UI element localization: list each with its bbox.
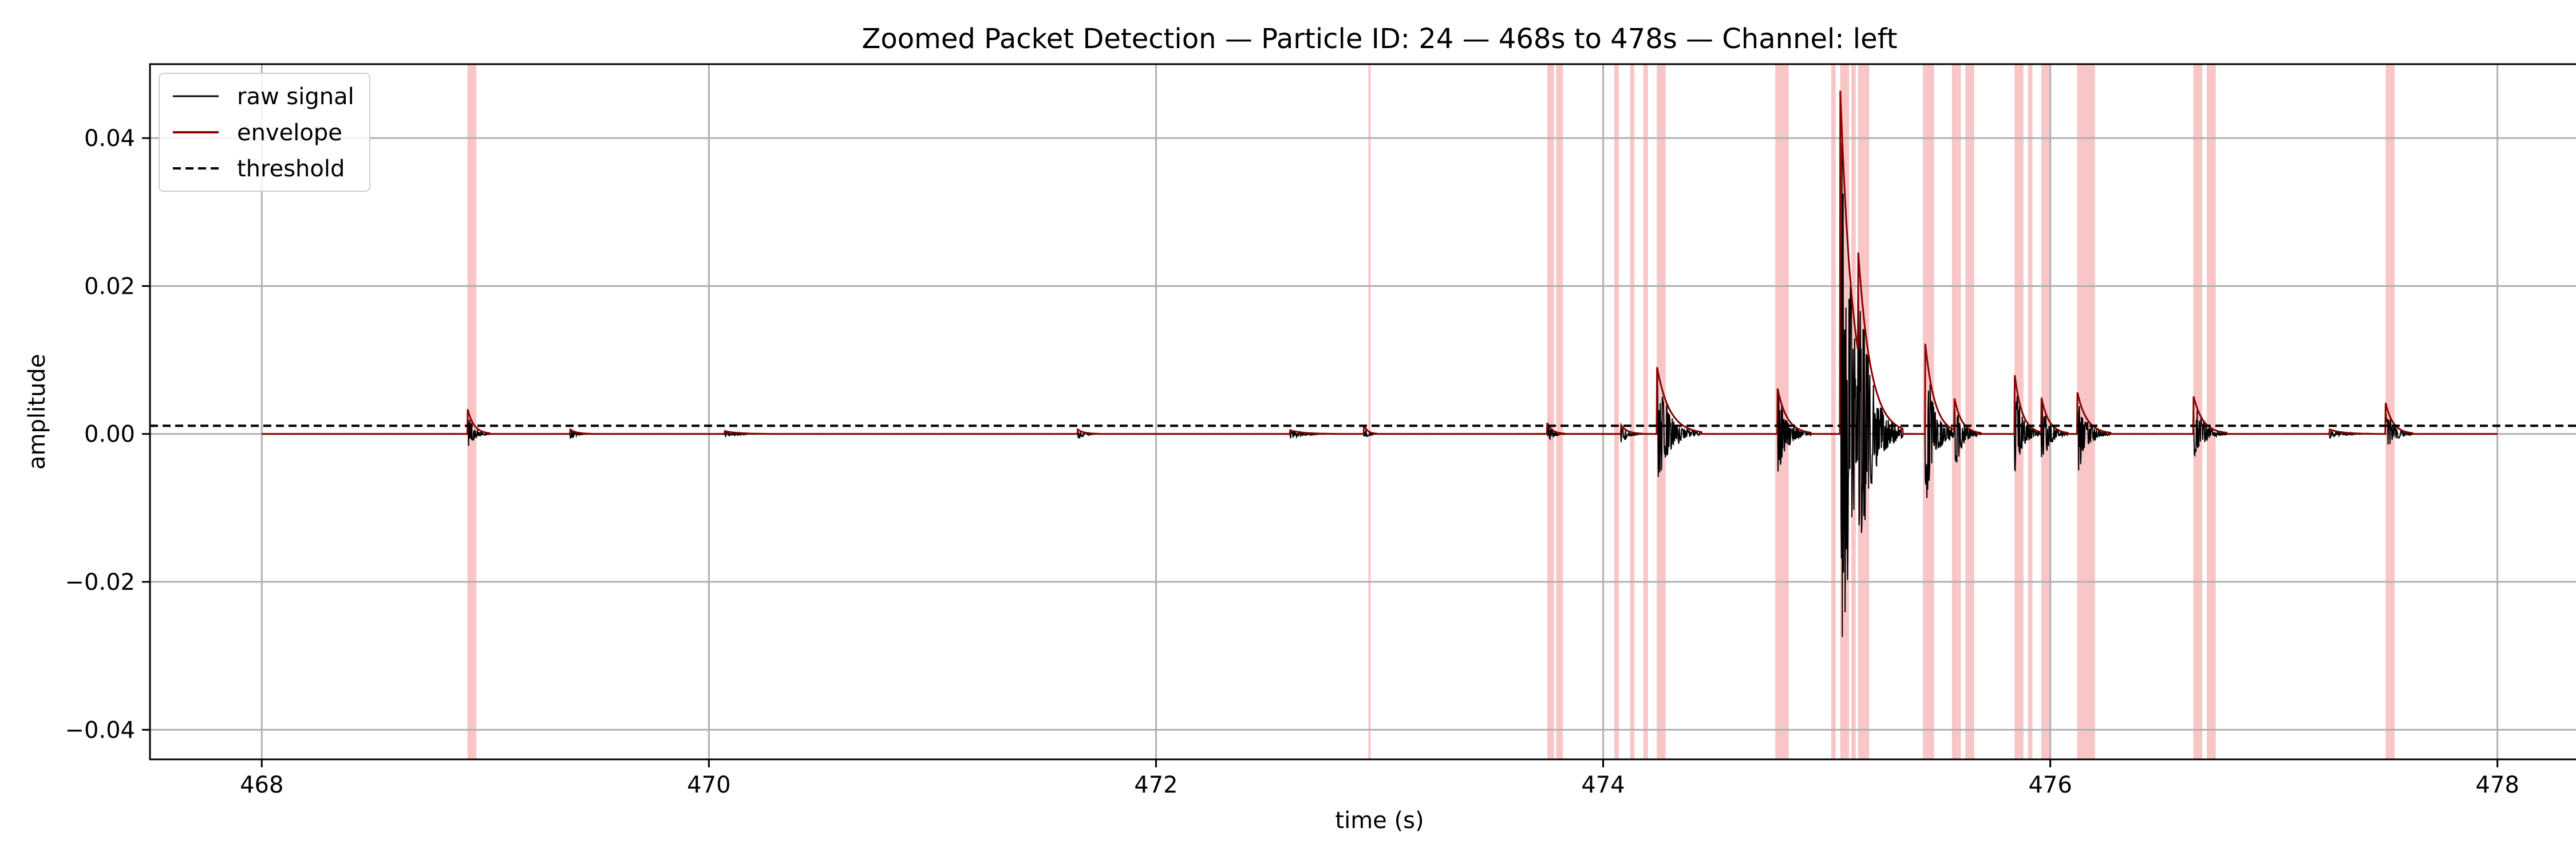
packet-span-22 <box>2385 64 2395 759</box>
y-tick-label-3: 0.02 <box>84 273 135 300</box>
plot-frame <box>149 63 2576 761</box>
packet-span-5 <box>1630 64 1635 759</box>
x-tick-label-1: 470 <box>687 772 730 798</box>
packet-span-21 <box>2207 64 2216 759</box>
x-tick-label-4: 476 <box>2028 772 2072 798</box>
packet-span-2 <box>1547 64 1554 759</box>
y-axis-label: amplitude <box>24 354 50 470</box>
x-tick-label-2: 472 <box>1134 772 1178 798</box>
y-tick-label-4: 0.04 <box>84 125 135 152</box>
packet-span-6 <box>1643 64 1648 759</box>
x-axis: 468 470 472 474 476 478 <box>240 759 2519 798</box>
legend-label-envelope: envelope <box>237 120 342 146</box>
y-axis: −0.04 −0.02 0.00 0.02 0.04 <box>65 125 150 743</box>
y-tick-label-2: 0.00 <box>84 421 135 448</box>
legend-box <box>159 73 370 192</box>
series-envelope <box>262 90 2498 435</box>
chart-title: Zoomed Packet Detection — Particle ID: 2… <box>862 23 1897 55</box>
legend-label-threshold: threshold <box>237 156 345 182</box>
x-tick-label-5: 478 <box>2476 772 2519 798</box>
packet-span-7 <box>1657 64 1666 759</box>
packet-span-0 <box>467 64 477 759</box>
signal-layer <box>262 90 2498 637</box>
packet-span-1 <box>1368 64 1371 759</box>
x-axis-label: time (s) <box>1335 807 1424 834</box>
packet-span-14 <box>1951 64 1961 759</box>
x-tick-label-0: 468 <box>240 772 283 798</box>
legend-label-raw-signal: raw signal <box>237 84 354 110</box>
y-tick-label-1: −0.02 <box>65 569 135 596</box>
packet-span-4 <box>1614 64 1619 759</box>
packet-span-9 <box>1831 64 1836 759</box>
packet-span-15 <box>1965 64 1974 759</box>
packet-span-3 <box>1556 64 1563 759</box>
x-tick-label-3: 474 <box>1581 772 1625 798</box>
packet-span-19 <box>2077 64 2095 759</box>
packet-span-17 <box>2028 64 2033 759</box>
legend: raw signal envelope threshold <box>159 73 370 192</box>
y-tick-label-0: −0.04 <box>65 717 135 743</box>
